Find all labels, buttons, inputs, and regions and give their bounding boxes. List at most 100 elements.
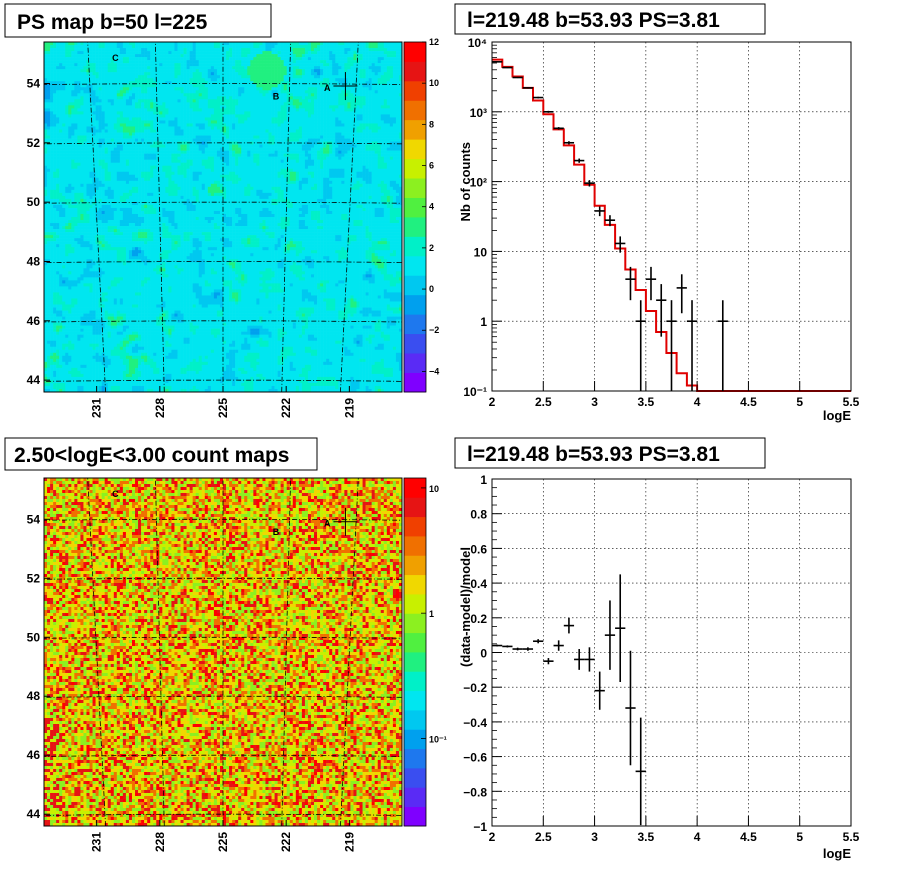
heatmap-cell: [144, 87, 148, 91]
heatmap-cell: [95, 99, 99, 103]
heatmap-cell: [147, 150, 151, 154]
heatmap-cell: [377, 150, 382, 154]
heatmap-cell: [77, 153, 81, 157]
heatmap-cell: [314, 108, 318, 112]
heatmap-cell: [265, 90, 269, 94]
heatmap-cell: [268, 84, 272, 88]
heatmap-cell: [131, 150, 136, 154]
heatmap-cell: [68, 153, 72, 157]
heatmap-cell: [219, 105, 224, 109]
heatmap-cell: [177, 96, 181, 100]
heatmap-cell: [338, 153, 342, 157]
heatmap-cell: [59, 96, 63, 100]
heatmap-cell: [347, 126, 351, 130]
heatmap-cell: [265, 144, 269, 148]
heatmap-cell: [95, 87, 99, 91]
heatmap-cell: [253, 129, 257, 133]
heatmap-cell: [253, 48, 257, 52]
heatmap-cell: [286, 114, 291, 118]
heatmap-cell: [226, 144, 230, 148]
heatmap-cell: [65, 117, 69, 121]
heatmap-cell: [125, 117, 130, 121]
heatmap-cell: [301, 57, 306, 61]
heatmap-cell: [83, 156, 87, 160]
heatmap-cell: [350, 132, 354, 136]
heatmap-cell: [292, 81, 297, 85]
heatmap-cell: [344, 108, 348, 112]
heatmap-cell: [207, 126, 212, 130]
heatmap-cell: [138, 114, 142, 118]
heatmap-cell: [256, 78, 260, 82]
heatmap-cell: [62, 129, 66, 133]
heatmap-cell: [186, 57, 190, 61]
heatmap-cell: [314, 66, 318, 70]
heatmap-cell: [259, 126, 263, 130]
heatmap-cell: [159, 102, 163, 106]
heatmap-cell: [353, 114, 357, 118]
heatmap-cell: [374, 153, 379, 157]
heatmap-cell: [310, 162, 315, 167]
heatmap-cell: [159, 105, 163, 109]
heatmap-cell: [301, 87, 306, 91]
heatmap-cell: [101, 48, 105, 52]
heatmap-cell: [229, 153, 233, 157]
heatmap-cell: [177, 132, 181, 136]
heatmap-cell: [386, 132, 391, 136]
heatmap-cell: [271, 81, 275, 85]
heatmap-cell: [229, 57, 233, 61]
heatmap-cell: [274, 147, 278, 151]
heatmap-cell: [344, 144, 348, 148]
heatmap-cell: [274, 105, 278, 109]
heatmap-cell: [359, 54, 363, 58]
heatmap-cell: [110, 42, 115, 46]
heatmap-cell: [186, 63, 190, 67]
heatmap-cell: [377, 93, 382, 97]
heatmap-cell: [104, 96, 109, 100]
heatmap-cell: [262, 138, 266, 142]
heatmap-cell: [268, 165, 272, 170]
heatmap-cell: [247, 48, 251, 52]
heatmap-cell: [365, 114, 369, 118]
heatmap-cell: [232, 102, 236, 106]
heatmap-cell: [250, 93, 254, 97]
heatmap-cell: [395, 48, 400, 52]
heatmap-cell: [144, 84, 148, 88]
heatmap-cell: [150, 54, 154, 58]
heatmap-cell: [377, 144, 382, 148]
heatmap-cell: [229, 51, 233, 55]
heatmap-cell: [174, 66, 178, 70]
heatmap-cell: [95, 126, 99, 130]
heatmap-cell: [189, 72, 193, 76]
heatmap-cell: [344, 150, 348, 154]
heatmap-cell: [119, 63, 124, 67]
heatmap-cell: [295, 42, 300, 46]
heatmap-cell: [359, 75, 363, 79]
heatmap-cell: [323, 159, 327, 163]
heatmap-cell: [223, 63, 227, 67]
heatmap-cell: [389, 126, 394, 130]
heatmap-cell: [159, 60, 163, 64]
heatmap-cell: [95, 105, 99, 109]
heatmap-cell: [89, 57, 93, 61]
heatmap-cell: [83, 150, 87, 154]
heatmap-cell: [280, 96, 284, 100]
heatmap-cell: [92, 153, 96, 157]
heatmap-cell: [92, 45, 96, 49]
heatmap-cell: [174, 90, 178, 94]
heatmap-cell: [310, 102, 315, 106]
heatmap-cell: [332, 63, 336, 67]
heatmap-cell: [165, 72, 169, 76]
heatmap-cell: [135, 126, 139, 130]
heatmap-cell: [362, 120, 366, 124]
heatmap-cell: [98, 120, 102, 124]
heatmap-cell: [50, 81, 54, 85]
heatmap-cell: [368, 69, 372, 73]
heatmap-cell: [95, 135, 99, 139]
heatmap-cell: [277, 75, 281, 79]
heatmap-cell: [304, 87, 309, 91]
heatmap-cell: [189, 93, 193, 97]
heatmap-cell: [241, 96, 245, 100]
heatmap-cell: [383, 147, 388, 151]
heatmap-cell: [314, 102, 318, 106]
heatmap-cell: [128, 87, 133, 91]
